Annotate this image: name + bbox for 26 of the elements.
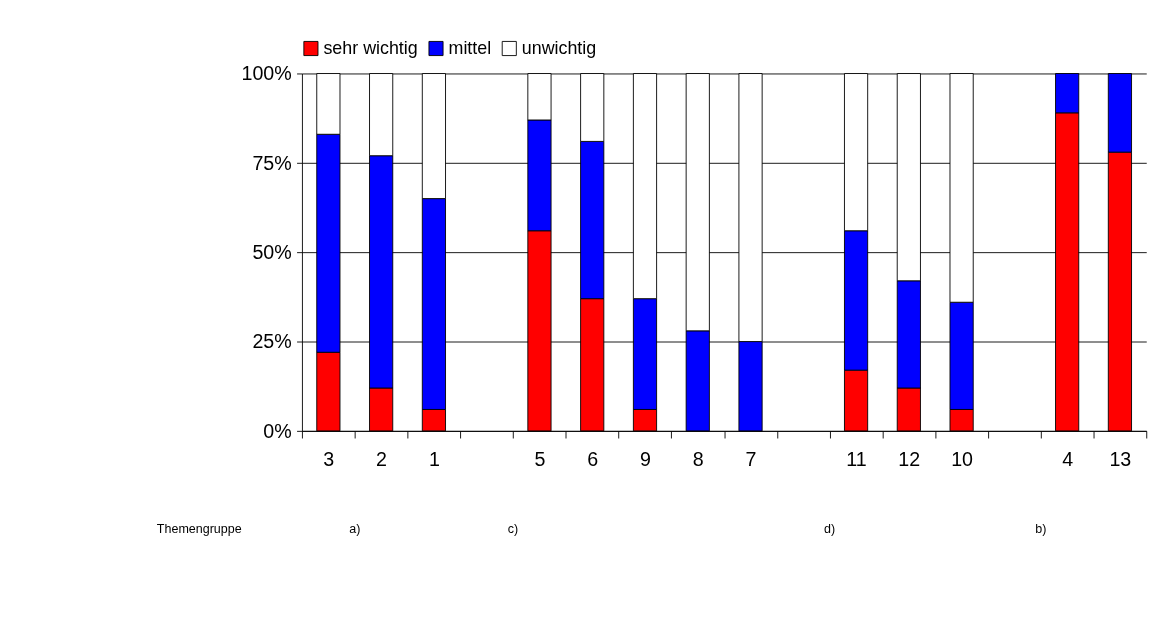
legend-label: mittel [448, 37, 492, 58]
text: b) [1035, 521, 1047, 536]
x-tick-label: 12 [898, 448, 921, 471]
legend-label: unwichtig [521, 37, 597, 58]
y-tick-label: 50% [252, 240, 292, 263]
text: c) [507, 521, 519, 536]
x-tick-label: 8 [692, 448, 704, 471]
x-tick-label: 10 [951, 448, 974, 471]
y-tick-label: 75% [252, 151, 292, 174]
x-tick-label: 4 [1062, 448, 1074, 471]
x-tick-label: 1 [428, 448, 440, 471]
y-tick-label: 0% [263, 419, 292, 442]
x-tick-label: 5 [534, 448, 546, 471]
x-tick-label: 6 [587, 448, 599, 471]
text: a) [349, 521, 361, 536]
x-tick-label: 9 [639, 448, 651, 471]
x-tick-label: 3 [323, 448, 335, 471]
text: d) [824, 521, 836, 536]
legend-label: sehr wichtig [323, 37, 418, 58]
text: Themengruppe [156, 521, 242, 536]
x-tick-label: 11 [846, 448, 867, 471]
y-tick-label: 25% [252, 330, 292, 353]
x-tick-label: 7 [745, 448, 757, 471]
x-tick-label: 13 [1109, 448, 1132, 471]
x-tick-label: 2 [376, 448, 388, 471]
y-tick-label: 100% [241, 62, 292, 85]
